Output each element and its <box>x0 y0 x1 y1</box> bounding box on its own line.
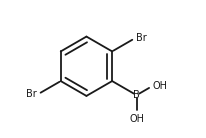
Text: OH: OH <box>129 114 144 124</box>
Text: Br: Br <box>26 89 37 99</box>
Text: B: B <box>133 90 140 100</box>
Text: OH: OH <box>153 81 168 91</box>
Text: Br: Br <box>136 33 147 43</box>
